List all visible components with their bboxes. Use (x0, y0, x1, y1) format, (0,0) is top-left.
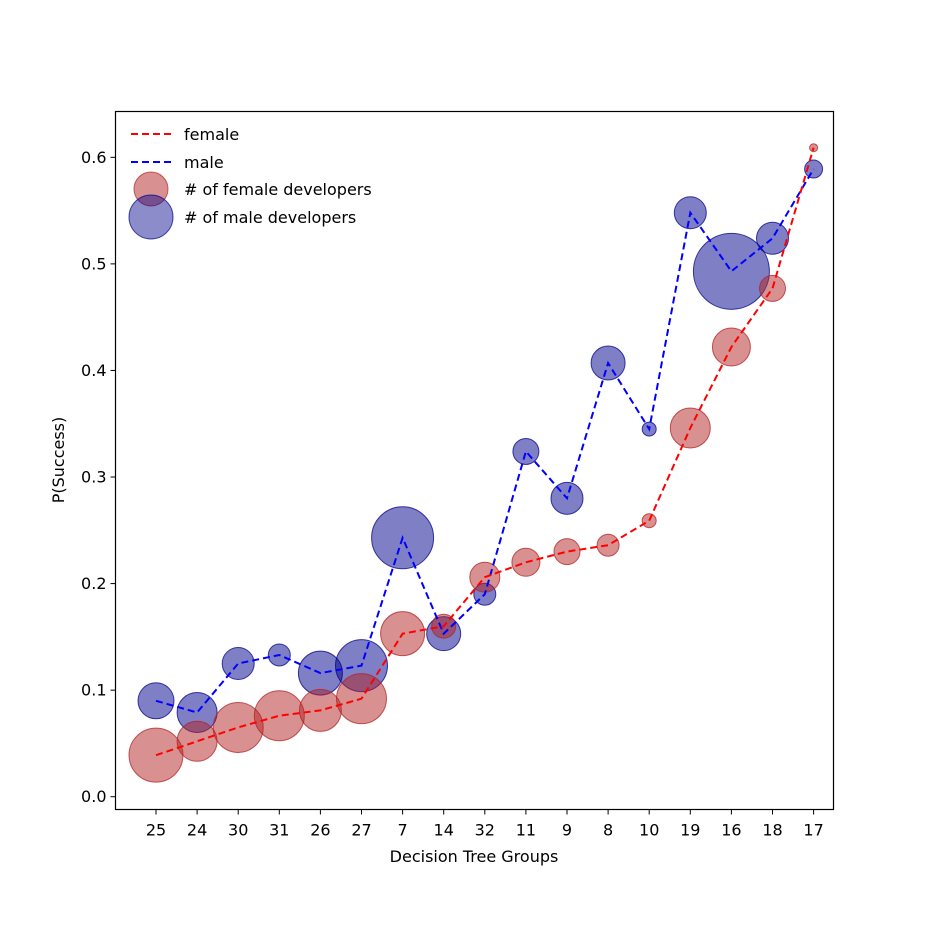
x-tick-label-26: 26 (310, 821, 330, 840)
male-line (155, 168, 815, 714)
female-bubble-24 (176, 720, 218, 762)
y-tick-label-0.2: 0.2 (81, 574, 106, 593)
x-axis-label: Decision Tree Groups (390, 847, 559, 866)
plot-content (128, 143, 824, 783)
female-bubble-9 (553, 538, 581, 566)
y-tick-label-0.0: 0.0 (81, 787, 106, 806)
y-tick-label-0.3: 0.3 (81, 468, 106, 487)
legend-male-bubble-label: # of male developers (184, 208, 356, 227)
axes: 25 24 30 31 26 27 7 14 32 11 9 8 10 19 16 18 17 0.0 0.1 0.2… (81, 148, 824, 840)
x-tick-label-18: 18 (762, 821, 782, 840)
x-tick-label-16: 16 (721, 821, 741, 840)
male-bubble-11 (512, 437, 540, 465)
y-axis-label: P(Success) (49, 417, 68, 504)
y-tick-label-0.4: 0.4 (81, 361, 106, 380)
x-tick-label-8: 8 (603, 821, 613, 840)
female-bubble-8 (596, 533, 620, 557)
legend-male-label: male (184, 153, 224, 172)
legend-female-bubble (133, 171, 169, 207)
x-tick-label-14: 14 (434, 821, 454, 840)
x-tick-label-11: 11 (516, 821, 536, 840)
female-line (155, 147, 815, 757)
male-bubble-18 (756, 221, 789, 255)
legend-male-bubble (128, 194, 174, 240)
legend-female-bubble-label: # of female developers (184, 180, 372, 199)
female-bubble-31 (253, 690, 305, 742)
x-tick-label-24: 24 (187, 821, 207, 840)
male-bubble-16 (692, 232, 770, 310)
x-tick-label-30: 30 (228, 821, 248, 840)
y-tick-label-0.6: 0.6 (81, 148, 106, 167)
male-bubble-30 (221, 647, 255, 681)
legend: female male # of female developers # of … (128, 125, 372, 240)
y-tick-label-0.5: 0.5 (81, 254, 106, 273)
plot-frame (114, 110, 835, 811)
legend-female-label: female (184, 125, 239, 144)
x-tick-label-10: 10 (639, 821, 659, 840)
x-tick-label-32: 32 (475, 821, 495, 840)
y-tick-label-0.1: 0.1 (81, 681, 106, 700)
x-tick-label-31: 31 (269, 821, 289, 840)
x-tick-label-27: 27 (351, 821, 371, 840)
female-bubble-10 (641, 513, 657, 529)
x-tick-label-9: 9 (562, 821, 572, 840)
female-bubble-18 (759, 274, 786, 302)
male-bubbles (137, 159, 824, 734)
x-tick-label-25: 25 (146, 821, 166, 840)
x-tick-label-19: 19 (680, 821, 700, 840)
x-tick-label-17: 17 (803, 821, 823, 840)
x-tick-label-7: 7 (398, 821, 408, 840)
